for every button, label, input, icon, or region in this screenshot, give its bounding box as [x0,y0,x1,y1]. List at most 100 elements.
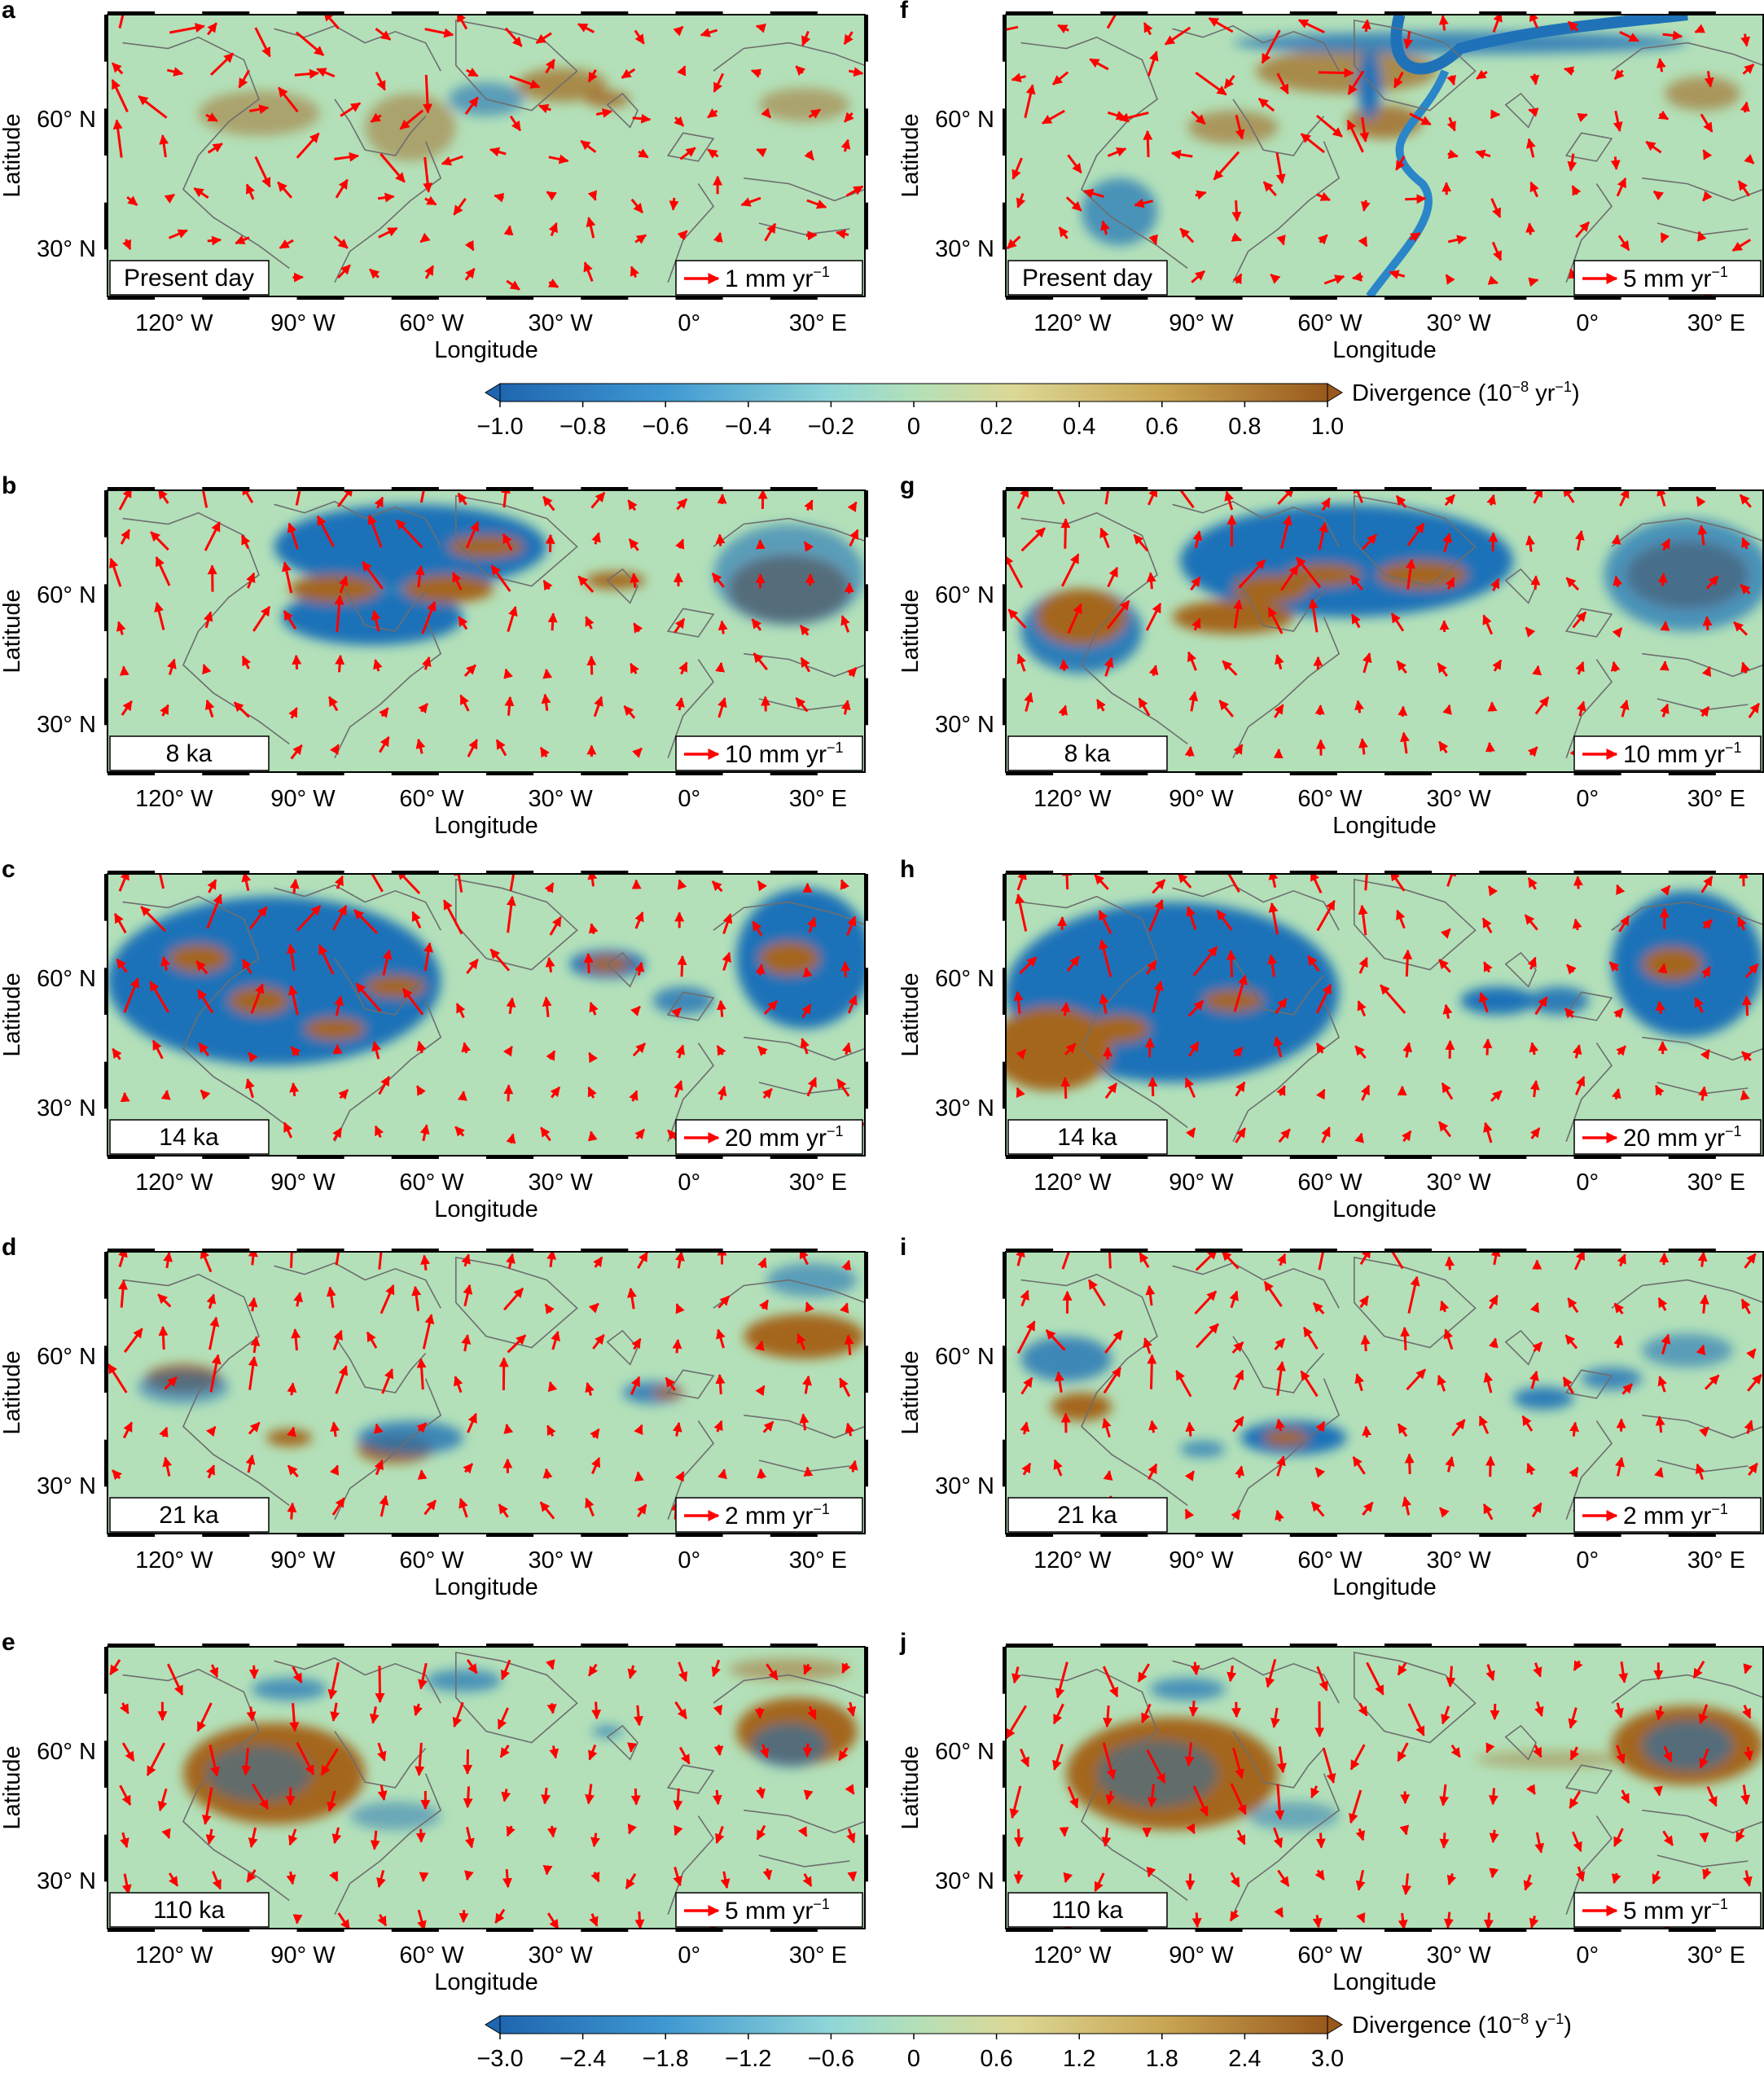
colorbar-label-text: Divergence (10 [1352,380,1512,406]
coastline [1232,1378,1341,1521]
velocity-arrow [1185,1421,1196,1437]
scale-label: 20 mm yr−1 [1623,1123,1742,1152]
velocity-arrow [1662,30,1683,41]
velocity-arrow [451,572,463,590]
velocity-arrow [1409,232,1421,243]
velocity-arrow [1701,966,1711,978]
velocity-arrow [1184,746,1195,757]
velocity-arrow [1019,956,1038,975]
colorbar-tick-label: 0.6 [1146,414,1178,440]
velocity-arrow [467,739,479,757]
velocity-arrow [1391,1252,1404,1270]
y-tick-label: 30° N [37,236,96,262]
velocity-arrow [1532,1341,1543,1353]
velocity-arrow [423,941,433,972]
velocity-arrow [424,195,437,206]
velocity-arrow [545,59,555,74]
velocity-arrow [675,696,685,711]
velocity-arrow [1233,599,1244,629]
velocity-arrow [209,1354,222,1393]
velocity-arrow [839,1302,849,1314]
velocity-arrow [1144,1038,1155,1057]
velocity-arrow [1445,577,1455,590]
velocity-arrow [286,943,296,971]
velocity-arrow [1274,1337,1286,1350]
colorbar-gradient [499,383,1328,402]
colorbar-tick-label: −1.8 [643,2046,689,2072]
velocity-arrow [503,1423,514,1434]
velocity-arrow [1567,1297,1579,1314]
velocity-arrow [1065,196,1082,212]
velocity-arrow [203,611,213,629]
coastline [666,132,715,162]
velocity-arrow [1359,1252,1371,1266]
velocity-arrow [716,1045,726,1056]
scale-value: 10 mm yr [1623,741,1725,768]
velocity-arrow [1694,24,1706,33]
colorbar-tick-label: −2.4 [559,2046,606,2072]
velocity-arrow [333,235,349,249]
velocity-arrow [1170,149,1193,160]
velocity-arrow [1308,598,1319,633]
velocity-arrow [242,490,254,503]
velocity-arrows [1013,874,1759,1145]
velocity-arrow [632,1042,647,1057]
coastline [334,1773,442,1916]
velocity-arrow [548,154,569,165]
velocity-arrow [590,1428,600,1440]
velocity-arrow [717,620,728,634]
velocity-arrow [1055,1371,1064,1393]
panel-c: c 14 ka 20 mm yr−1 60° N 30° N Latitude 120° W… [0,856,868,1222]
colorbar-label-close: ) [1572,380,1580,406]
velocity-arrow [292,654,302,669]
velocity-arrow [454,874,464,893]
y-tick-label: 60° N [37,107,96,133]
velocity-arrow [1118,111,1149,123]
scale-label: 10 mm yr−1 [725,740,844,768]
velocity-arrow [1487,275,1499,285]
velocity-arrow [371,874,384,893]
velocity-arrow [1704,1374,1720,1390]
velocity-arrow [1487,885,1499,897]
coastline [606,1724,638,1761]
velocity-arrow [1045,1329,1066,1351]
velocity-arrow [254,156,271,188]
velocity-arrow [353,909,379,934]
velocity-arrow [550,1086,561,1099]
velocity-arrow [395,519,423,549]
panel-e: e 110 ka 5 mm yr−1 60° N 30° N Latitude 120° W… [0,1629,868,1995]
velocity-arrow [1231,232,1243,242]
velocity-arrow [1562,1376,1574,1394]
velocity-arrow [1565,577,1580,591]
x-tick-label: 30° E [1687,310,1745,336]
velocity-arrow [330,1421,340,1437]
colorbar-tick-label: 0.4 [1063,414,1095,440]
velocity-arrow [123,1328,143,1354]
velocity-arrow [1740,661,1750,674]
divergence-negative-region [1358,50,1381,120]
colorbar-tick-label: 0 [907,414,920,440]
velocity-arrow [715,661,726,673]
velocity-arrow [1529,1127,1541,1139]
x-tick-label: 0° [1576,1170,1599,1196]
velocity-arrow [1697,230,1707,242]
velocity-arrow [1619,699,1630,718]
velocity-arrow [287,522,299,550]
velocity-arrow [371,609,381,632]
velocity-arrow [1106,15,1117,29]
velocity-arrow [1015,893,1028,932]
velocity-arrow [1645,140,1662,154]
colorbar-tick-label: 1.2 [1063,2046,1095,2072]
velocity-arrow [1702,191,1713,202]
velocity-arrow [1192,530,1203,549]
coastline [122,511,290,745]
velocity-arrow [380,152,406,183]
velocity-arrow [1179,490,1195,509]
velocity-arrow [162,1456,173,1477]
velocity-arrow [1354,1132,1364,1143]
velocity-arrow [1621,1383,1634,1395]
period-label: Present day [124,265,254,292]
velocity-arrow [634,1471,644,1482]
velocity-arrow [1013,1871,1024,1885]
divergence-positive-region [448,535,524,559]
